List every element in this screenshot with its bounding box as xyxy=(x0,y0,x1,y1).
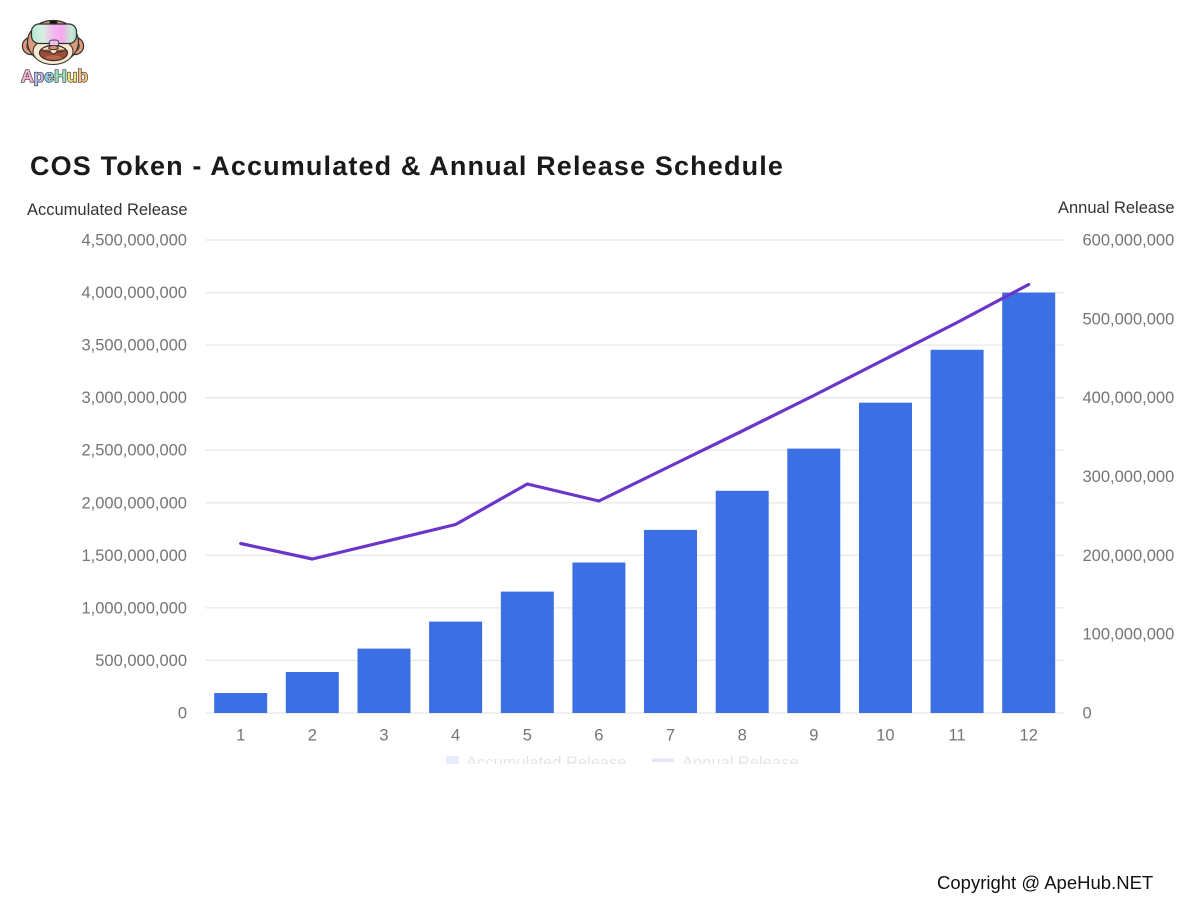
svg-text:6: 6 xyxy=(594,727,603,745)
svg-text:Annual Release: Annual Release xyxy=(1058,199,1175,217)
svg-text:0: 0 xyxy=(1083,705,1092,723)
svg-text:2,000,000,000: 2,000,000,000 xyxy=(81,494,187,512)
svg-text:4,500,000,000: 4,500,000,000 xyxy=(81,232,187,250)
svg-text:3,500,000,000: 3,500,000,000 xyxy=(81,337,187,355)
svg-text:1,500,000,000: 1,500,000,000 xyxy=(81,547,187,565)
svg-text:300,000,000: 300,000,000 xyxy=(1083,468,1175,486)
svg-text:100,000,000: 100,000,000 xyxy=(1083,626,1175,644)
svg-text:500,000,000: 500,000,000 xyxy=(1083,310,1175,328)
svg-text:8: 8 xyxy=(738,727,747,745)
svg-text:5: 5 xyxy=(523,727,532,745)
svg-text:2,500,000,000: 2,500,000,000 xyxy=(81,442,187,460)
svg-text:3: 3 xyxy=(379,727,388,745)
svg-text:11: 11 xyxy=(949,727,966,745)
svg-text:12: 12 xyxy=(1020,727,1038,745)
svg-text:600,000,000: 600,000,000 xyxy=(1083,232,1175,250)
svg-text:3,000,000,000: 3,000,000,000 xyxy=(81,389,187,407)
svg-text:2: 2 xyxy=(308,727,317,745)
svg-text:500,000,000: 500,000,000 xyxy=(95,652,187,670)
svg-text:4,000,000,000: 4,000,000,000 xyxy=(81,284,187,302)
svg-text:0: 0 xyxy=(178,705,187,723)
svg-text:1: 1 xyxy=(236,727,245,745)
svg-text:ApeHub: ApeHub xyxy=(21,66,88,86)
svg-text:4: 4 xyxy=(451,727,460,745)
svg-text:200,000,000: 200,000,000 xyxy=(1083,547,1175,565)
svg-text:Accumulated Release: Accumulated Release xyxy=(27,201,188,219)
svg-text:7: 7 xyxy=(666,727,675,745)
svg-text:10: 10 xyxy=(876,727,894,745)
svg-text:1,000,000,000: 1,000,000,000 xyxy=(81,599,187,617)
svg-text:400,000,000: 400,000,000 xyxy=(1083,389,1175,407)
svg-text:9: 9 xyxy=(809,727,818,745)
